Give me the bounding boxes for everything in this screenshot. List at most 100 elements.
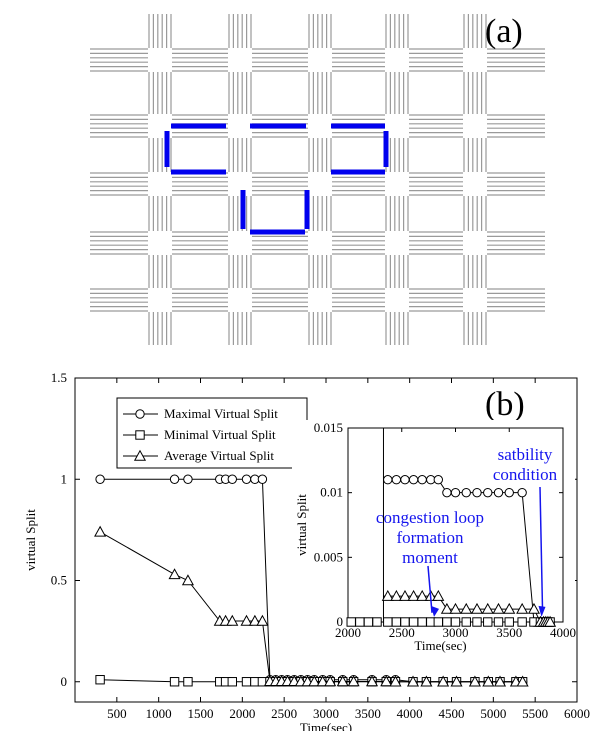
x-tick-label: 4000 (397, 706, 423, 721)
data-point (516, 675, 529, 687)
data-point (482, 675, 495, 687)
inset-data-point (450, 487, 461, 498)
inset-x-tick-label: 3000 (443, 625, 469, 640)
data-point (95, 675, 105, 685)
inset-data-point (372, 617, 382, 627)
intersection (228, 288, 252, 312)
data-point (227, 677, 237, 687)
inset-x-tick-label: 2000 (335, 625, 361, 640)
inset-data-point (493, 487, 504, 498)
series-triangle (94, 525, 529, 687)
inset-data-point (472, 487, 482, 498)
data-point (256, 614, 269, 626)
inset-data-point (390, 589, 403, 601)
inset-y-axis-title: virtual Split (294, 494, 309, 556)
data-point (308, 675, 321, 687)
intersection (148, 48, 172, 72)
annotation-text: satbility (498, 445, 553, 464)
inset-series-triangle (381, 589, 557, 627)
inset-data-point (517, 617, 527, 627)
inset-data-point (517, 487, 527, 498)
x-tick-label: 5500 (522, 706, 548, 721)
inset-y-tick-label: 0.015 (314, 420, 343, 435)
intersection (308, 172, 332, 196)
intersection (463, 172, 487, 196)
arrow-head (538, 605, 546, 617)
annotation-arrow (427, 565, 433, 613)
inset-data-point (503, 602, 516, 614)
legend: Maximal Virtual Split Minimal Virtual Spl… (116, 397, 308, 469)
legend-label: Maximal Virtual Split (164, 406, 278, 421)
annotation-arrow (539, 486, 544, 609)
inset-data-point (527, 602, 541, 614)
data-point (336, 675, 349, 687)
inset-data-point (363, 617, 374, 627)
inset-data-point (417, 475, 427, 485)
inset-data-point (460, 602, 473, 614)
inset-data-point (433, 617, 444, 627)
x-tick-label: 2500 (271, 706, 297, 721)
x-tick-label: 5000 (480, 706, 506, 721)
inset-data-point (449, 602, 462, 614)
data-point (169, 677, 180, 687)
intersection (228, 48, 252, 72)
inset-y-tick-label: 0.01 (320, 485, 343, 500)
inset-data-point (391, 617, 402, 627)
data-point (437, 675, 450, 687)
inset-data-point (461, 617, 471, 627)
inset-data-point (440, 602, 453, 614)
intersection (463, 48, 487, 72)
intersection (463, 288, 487, 312)
data-point (257, 474, 268, 484)
inset-data-point (417, 617, 427, 627)
inset-data-point (493, 617, 504, 627)
data-point (347, 675, 360, 687)
data-point (389, 675, 402, 687)
legend-marker (135, 409, 145, 419)
intersection (385, 114, 409, 138)
intersection (385, 231, 409, 255)
inset-data-point (346, 617, 356, 627)
x-tick-label: 500 (107, 706, 127, 721)
data-point (226, 614, 239, 626)
intersection (308, 231, 332, 255)
inset-y-tick-label: 0.005 (314, 549, 343, 564)
annotation-text: formation (396, 528, 464, 547)
inset-data-point (398, 589, 412, 601)
road-network-panel (90, 14, 545, 345)
data-point (420, 675, 433, 687)
inset-x-tick-label: 4000 (550, 625, 576, 640)
data-point (183, 677, 193, 687)
annotation-text: congestion loop (376, 508, 484, 527)
y-tick-label: 0 (61, 674, 68, 689)
inset-data-point (492, 602, 505, 614)
inset-data-point (400, 475, 410, 485)
intersection (228, 172, 252, 196)
data-point (468, 675, 481, 687)
intersection (148, 231, 172, 255)
intersection (385, 172, 409, 196)
inset-data-point (383, 617, 393, 627)
x-axis-title: Time(sec) (300, 720, 352, 731)
inset-data-point (544, 615, 557, 627)
inset-data-point (470, 602, 484, 614)
data-point (169, 474, 180, 484)
data-point (406, 675, 420, 687)
annotation-text: moment (402, 548, 458, 567)
intersection (148, 288, 172, 312)
legend-box (116, 397, 308, 469)
inset-data-point (504, 487, 514, 498)
arrow-head (431, 605, 439, 617)
inset-data-point (381, 589, 394, 601)
legend-label: Minimal Virtual Split (164, 427, 276, 442)
inset-data-point (504, 617, 514, 627)
inset-data-point (391, 475, 402, 485)
legend-label: Average Virtual Split (164, 448, 274, 463)
x-tick-label: 1500 (188, 706, 214, 721)
inset-y-tick-label: 0 (337, 614, 344, 629)
inset-x-axis-title: Time(sec) (414, 638, 466, 653)
panel-b-label: (b) (485, 386, 525, 423)
inset-data-point (483, 487, 493, 498)
inset-data-point (432, 589, 445, 601)
